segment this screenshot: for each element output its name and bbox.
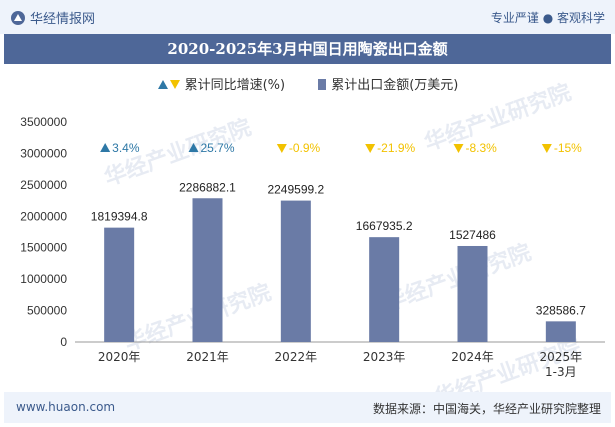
site-logo[interactable]: 华经情报网 (10, 8, 95, 27)
bar (545, 321, 576, 342)
x-tick-label: 2020年 (98, 350, 141, 364)
x-tick-label: 2021年 (186, 350, 229, 364)
up-down-triangle-icon (157, 79, 180, 89)
legend-amount: 累计出口金额(万美元) (317, 74, 458, 93)
growth-value-label: 3.4% (112, 141, 140, 155)
bar-value-label: 2249599.2 (267, 183, 324, 197)
y-tick-label: 500000 (27, 304, 67, 318)
y-tick-label: 1500000 (20, 241, 67, 255)
logo-icon (11, 10, 25, 25)
x-tick-label: 2024年 (451, 350, 494, 364)
growth-down-marker (365, 144, 376, 153)
y-tick-label: 3500000 (20, 115, 67, 129)
bar (104, 227, 135, 342)
x-tick-label: 2025年 (540, 350, 583, 364)
x-tick-label: 2023年 (363, 350, 406, 364)
y-tick-label: 3000000 (20, 146, 67, 160)
growth-up-marker (100, 143, 111, 152)
top-bar: 华经情报网 专业严谨 ● 客观科学 (0, 0, 615, 34)
legend-growth: 累计同比增速(%) (157, 74, 286, 93)
x-tick-label: 2022年 (275, 350, 318, 364)
growth-up-marker (188, 143, 199, 152)
bar (280, 200, 311, 342)
bar-value-label: 2286882.1 (179, 180, 236, 194)
footer-source: 数据来源：中国海关，华经产业研究院整理 (372, 402, 601, 416)
footer-site-link[interactable]: www.huaon.com (16, 400, 116, 414)
y-tick-label: 1000000 (20, 272, 67, 286)
y-tick-label: 0 (60, 335, 67, 349)
chart-title: 2020-2025年3月中国日用陶瓷出口金额 (4, 34, 611, 64)
legend: 累计同比增速(%) 累计出口金额(万美元) (0, 74, 615, 94)
x-tick-label: 1-3月 (545, 365, 577, 379)
bar-chart: 0 500000 1000000 1500000 2000000 2500000 30000… (20, 115, 605, 379)
bar (457, 245, 488, 342)
bar-swatch-icon (318, 78, 327, 90)
logo-text: 华经情报网 (30, 12, 96, 27)
growth-down-marker (453, 144, 464, 153)
growth-value-label: -8.3% (466, 141, 498, 155)
y-tick-label: 2000000 (20, 209, 67, 223)
bar-value-label: 1819394.8 (91, 210, 148, 224)
bar (192, 198, 223, 342)
bar-value-label: 1527486 (449, 228, 496, 242)
legend-growth-label: 累计同比增速(%) (184, 78, 286, 93)
growth-value-label: -21.9% (377, 141, 415, 155)
bar-value-label: 1667935.2 (356, 219, 413, 233)
growth-value-label: -15% (554, 141, 582, 155)
growth-value-label: 25.7% (201, 141, 235, 155)
growth-down-marker (276, 144, 287, 153)
legend-amount-label: 累计出口金额(万美元) (331, 78, 459, 93)
growth-value-label: -0.9% (289, 141, 321, 155)
growth-down-marker (541, 144, 552, 153)
y-tick-label: 2500000 (20, 178, 67, 192)
slogan: 专业严谨 ● 客观科学 (490, 11, 605, 25)
bar-value-label: 328586.7 (536, 303, 586, 317)
bar (369, 237, 400, 342)
footer: www.huaon.com 数据来源：中国海关，华经产业研究院整理 (4, 392, 611, 423)
